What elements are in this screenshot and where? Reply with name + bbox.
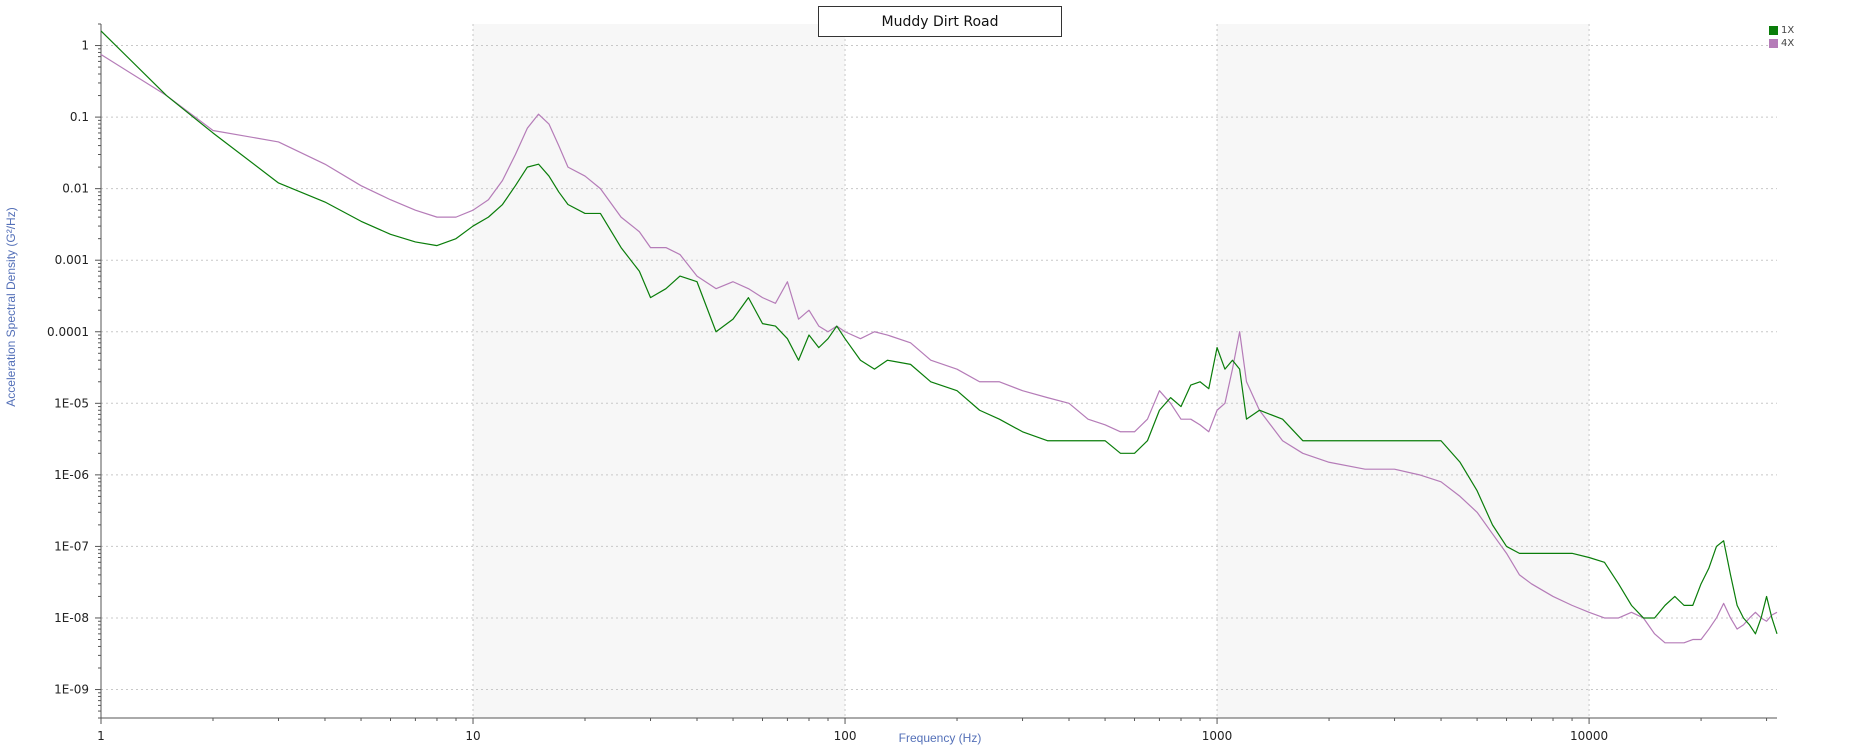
plot-band bbox=[473, 24, 846, 718]
y-tick-label: 0.01 bbox=[62, 182, 89, 196]
y-tick-labels: 1 0.1 0.01 0.001 0.0001 1E-05 1E-06 1E-07 1E-08 1… bbox=[47, 39, 89, 697]
legend-swatch-1x bbox=[1769, 26, 1778, 35]
series-line-1x bbox=[100, 30, 1778, 635]
x-tick-label: 1000 bbox=[1202, 729, 1233, 743]
x-tick-label: 10 bbox=[465, 729, 480, 743]
x-tick-label: 100 bbox=[834, 729, 857, 743]
x-tick-labels: 1 10 100 1000 10000 bbox=[97, 729, 1608, 743]
y-axis-label: Acceleration Spectral Density (G²/Hz) bbox=[4, 207, 18, 407]
axes bbox=[95, 23, 1777, 724]
y-tick-label: 1 bbox=[81, 39, 89, 53]
legend-label-1x: 1X bbox=[1781, 25, 1795, 36]
y-tick-label: 1E-07 bbox=[54, 539, 89, 553]
y-tick-label: 0.1 bbox=[70, 110, 89, 124]
plot-band bbox=[1217, 24, 1590, 718]
chart-title: Muddy Dirt Road bbox=[818, 6, 1062, 37]
x-tick-label: 10000 bbox=[1570, 729, 1608, 743]
y-tick-label: 1E-09 bbox=[54, 683, 89, 697]
y-tick-label: 1E-08 bbox=[54, 611, 89, 625]
legend-item-4x: 4X bbox=[1769, 37, 1794, 50]
legend: 1X 4X bbox=[1769, 24, 1794, 50]
series-line-4x bbox=[100, 53, 1778, 644]
y-tick-label: 0.0001 bbox=[47, 325, 89, 339]
y-tick-label: 0.001 bbox=[55, 253, 89, 267]
series-lines bbox=[100, 30, 1778, 644]
y-tick-label: 1E-06 bbox=[54, 468, 89, 482]
plot-background-bands bbox=[473, 24, 1590, 718]
x-tick-label: 1 bbox=[97, 729, 105, 743]
y-tick-label: 1E-05 bbox=[54, 396, 89, 410]
legend-swatch-4x bbox=[1769, 39, 1778, 48]
legend-label-4x: 4X bbox=[1781, 38, 1795, 49]
x-axis-label: Frequency (Hz) bbox=[898, 731, 982, 745]
legend-item-1x: 1X bbox=[1769, 24, 1794, 37]
gridlines bbox=[100, 24, 1777, 718]
